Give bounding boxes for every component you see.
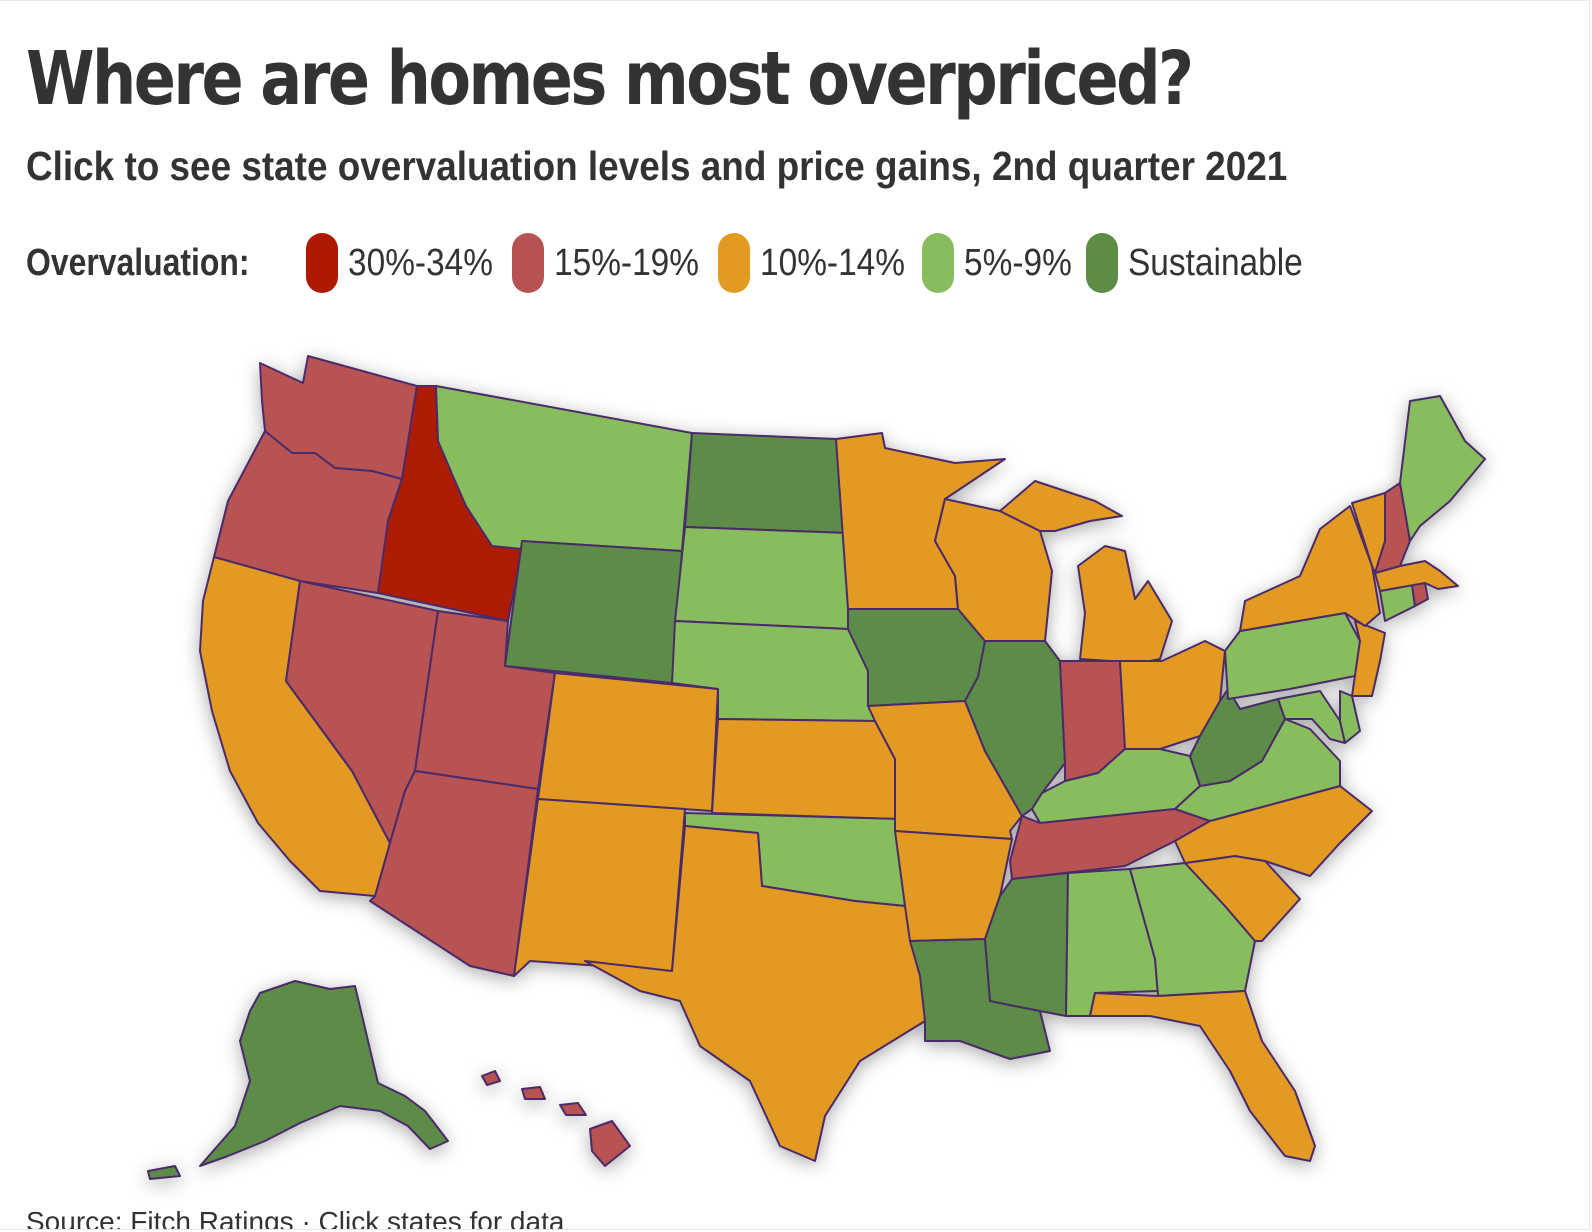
- source-note: Source: Fitch Ratings · Click states for…: [26, 1206, 565, 1230]
- legend-swatch-30-34: [306, 233, 338, 293]
- legend-swatch-15-19: [512, 233, 544, 293]
- state-md[interactable]: [1277, 690, 1346, 744]
- state-tx[interactable]: [584, 825, 926, 1162]
- state-ia[interactable]: [847, 608, 986, 707]
- legend-label-30-34: 30%-34%: [348, 242, 493, 284]
- legend-title: Overvaluation:: [26, 242, 250, 284]
- state-ks[interactable]: [711, 718, 896, 820]
- state-ma[interactable]: [1374, 560, 1459, 592]
- state-de[interactable]: [1339, 690, 1361, 744]
- state-me[interactable]: [1399, 395, 1486, 542]
- state-ri[interactable]: [1411, 582, 1429, 607]
- legend-swatch-5-9: [922, 233, 954, 293]
- state-wy[interactable]: [504, 540, 683, 684]
- legend: Overvaluation: 30%-34% 15%-19% 10%-14% 5…: [26, 233, 1426, 293]
- state-ak[interactable]: [147, 980, 449, 1180]
- legend-swatch-sustainable: [1086, 233, 1118, 293]
- legend-label-sustainable: Sustainable: [1128, 242, 1303, 284]
- us-state-map: [147, 355, 1486, 1180]
- state-ms[interactable]: [984, 872, 1069, 1017]
- state-nm[interactable]: [513, 798, 686, 977]
- state-sd[interactable]: [674, 526, 849, 630]
- state-co[interactable]: [537, 672, 719, 812]
- state-nd[interactable]: [684, 432, 849, 534]
- state-ny[interactable]: [1239, 505, 1381, 632]
- state-fl[interactable]: [1089, 990, 1316, 1162]
- state-nj[interactable]: [1351, 620, 1386, 697]
- legend-label-5-9: 5%-9%: [964, 242, 1072, 284]
- page-subtitle: Click to see state overvaluation levels …: [26, 143, 1288, 189]
- legend-swatch-10-14: [718, 233, 750, 293]
- page-title: Where are homes most overpriced?: [26, 36, 1194, 122]
- legend-label-10-14: 10%-14%: [760, 242, 905, 284]
- state-hi[interactable]: [481, 1070, 631, 1167]
- legend-label-15-19: 15%-19%: [554, 242, 699, 284]
- state-mi[interactable]: [999, 480, 1173, 664]
